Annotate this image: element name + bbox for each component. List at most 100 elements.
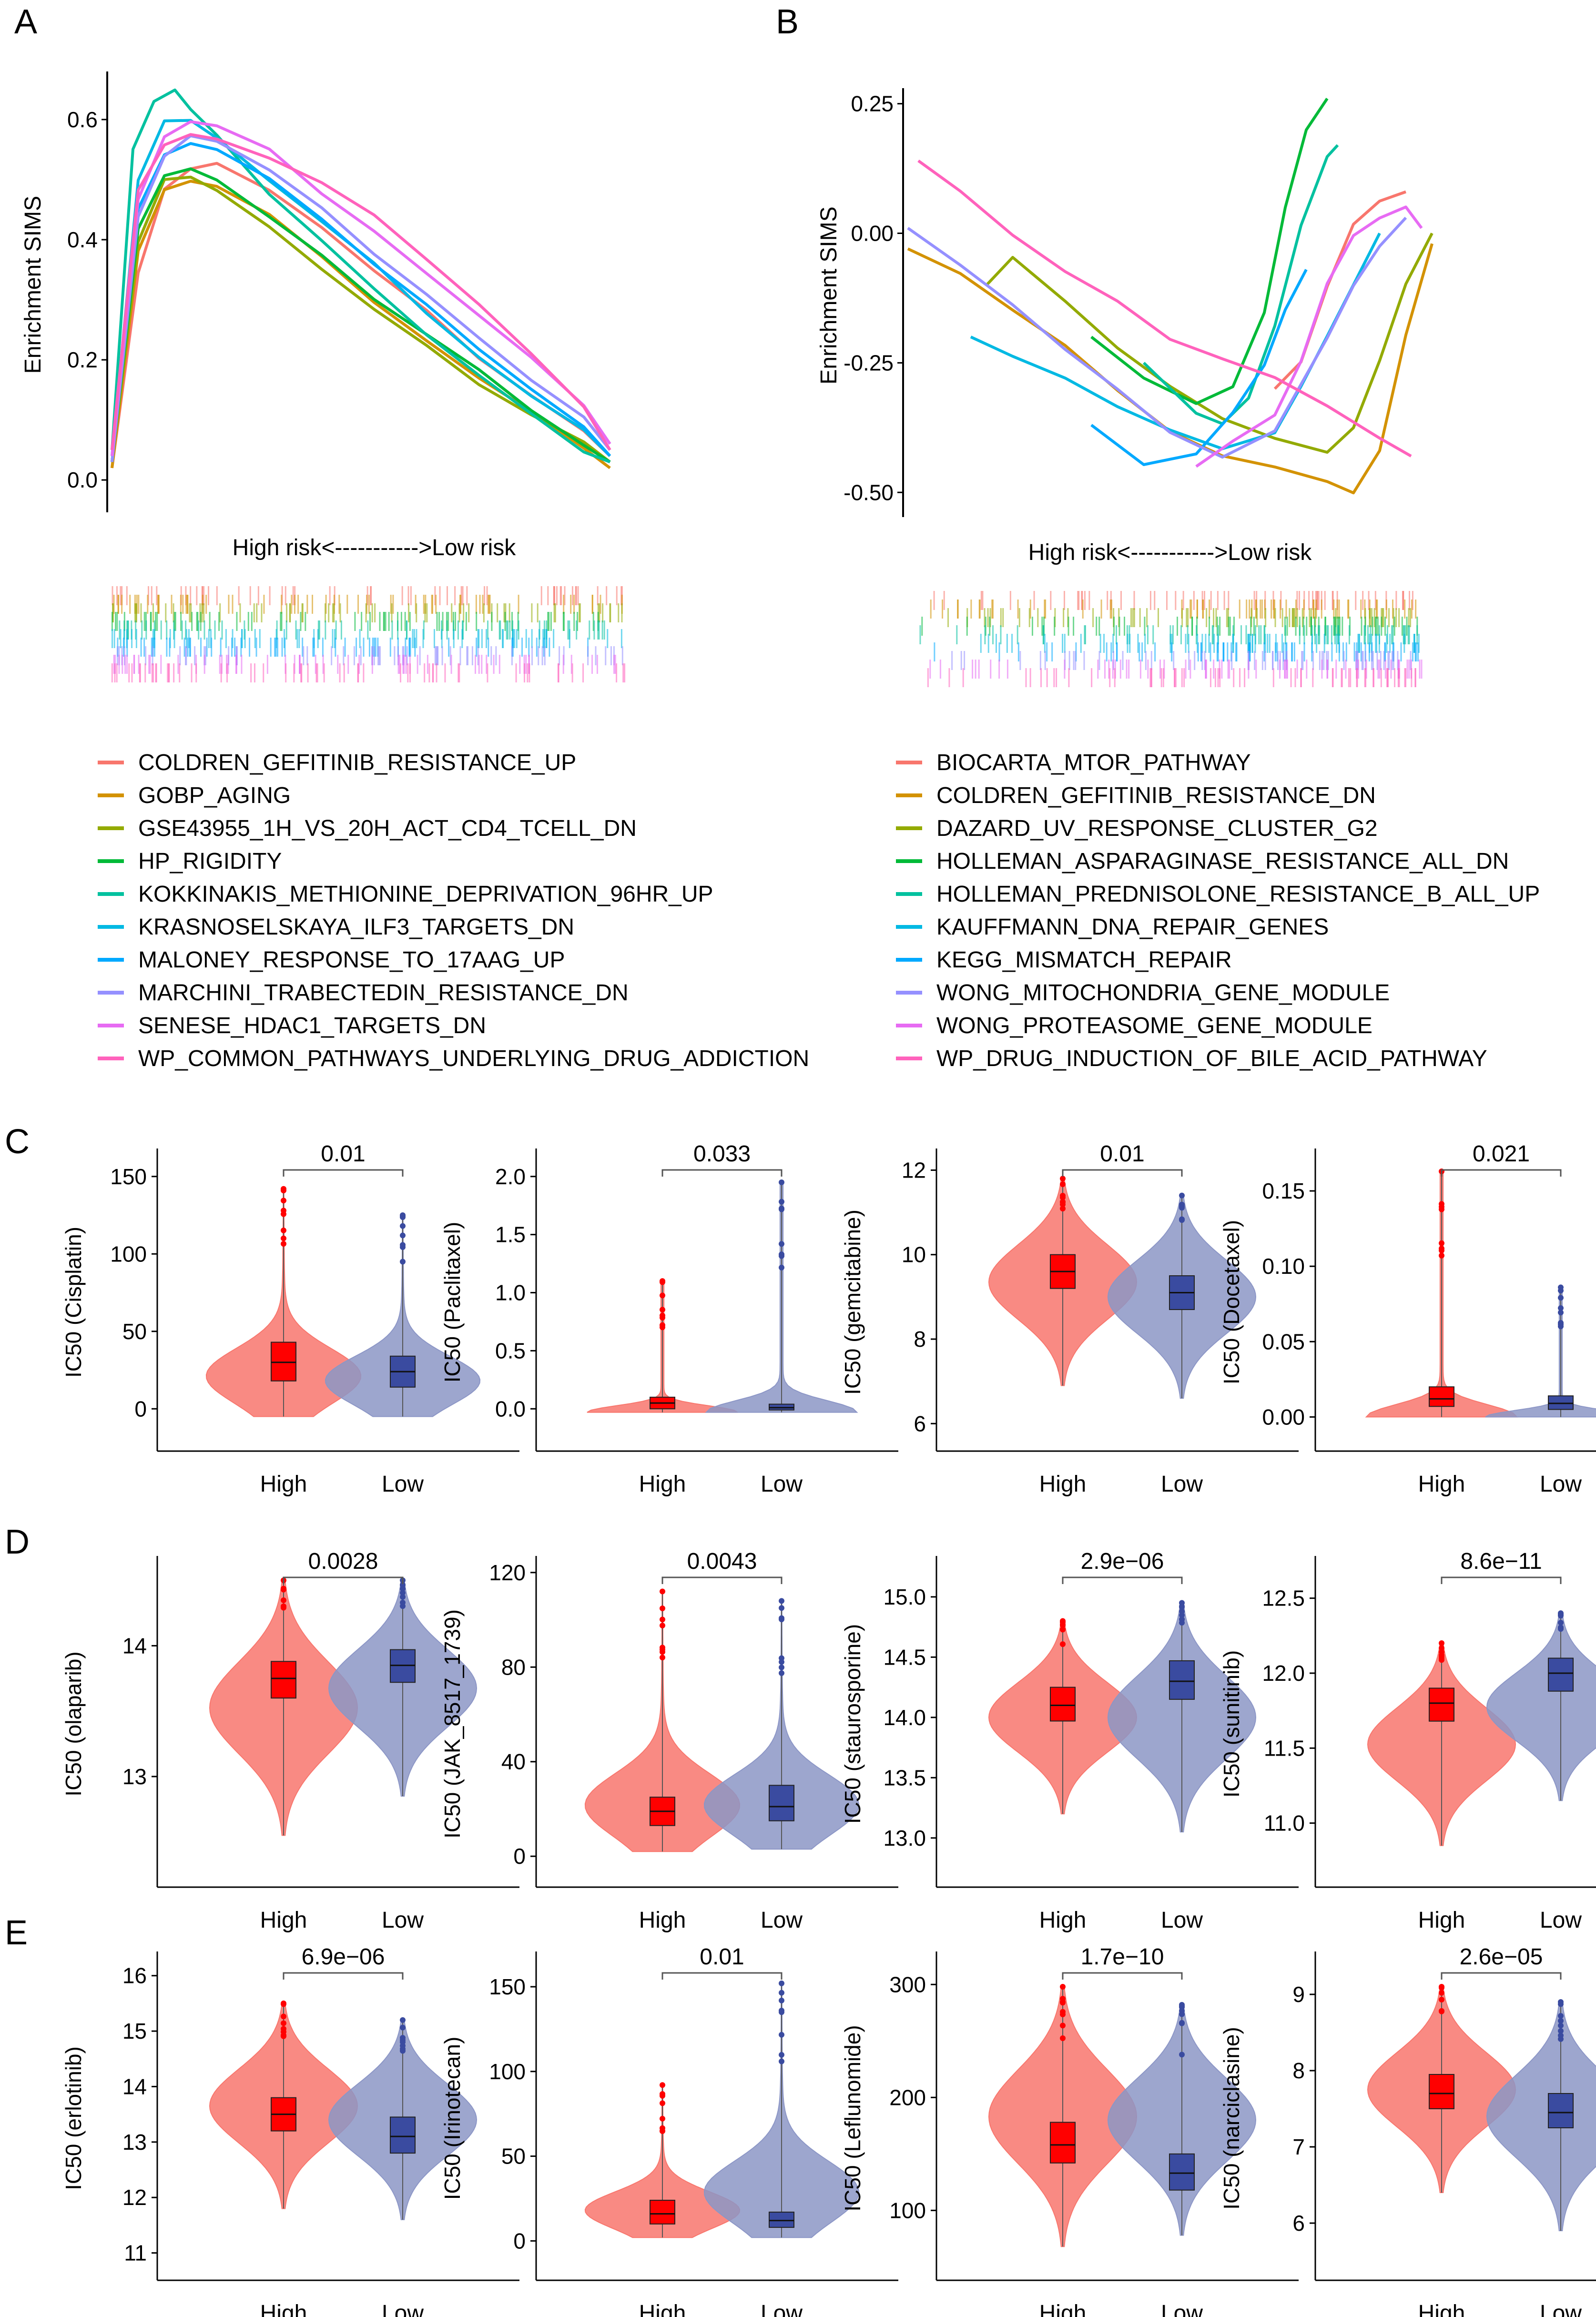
outlier-point [779, 1616, 784, 1623]
violin-panel: 0 40 80 120 IC50 (JAK_8517_1739) High Low 0.004… [440, 1549, 898, 1933]
box [1169, 2153, 1195, 2191]
y-tick-label: 13.5 [883, 1765, 926, 1790]
significance-bracket [283, 1169, 404, 1177]
outlier-point [779, 1179, 784, 1185]
outlier-point [660, 1292, 665, 1299]
outlier-point [779, 1264, 784, 1270]
p-value-label: 8.6e−11 [1460, 1549, 1542, 1574]
y-tick-label: 7 [1292, 2134, 1305, 2159]
outlier-point [1558, 1321, 1564, 1328]
y-tick-label: 8 [914, 1327, 926, 1352]
enrichment-line [111, 162, 611, 468]
outlier-point [779, 2032, 784, 2038]
outlier-point [1060, 1181, 1066, 1188]
outlier-point [1439, 1645, 1444, 1651]
enrichment-line [111, 180, 611, 469]
p-value-label: 0.01 [321, 1141, 365, 1167]
outlier-point [660, 1307, 665, 1313]
p-value-label: 6.9e−06 [302, 1944, 385, 1970]
panel-letter-B: B [776, 3, 799, 41]
outlier-point [660, 2082, 665, 2088]
y-tick-label: 120 [489, 1560, 526, 1585]
y-tick-label: 2.0 [495, 1164, 526, 1189]
outlier-point [1439, 1655, 1444, 1661]
outlier-point [400, 1582, 406, 1588]
x-tick-label: Low [761, 2301, 803, 2317]
y-tick-label: 9 [1292, 1982, 1305, 2007]
x-tick-label: High [260, 1472, 307, 1497]
outlier-point [1439, 1252, 1444, 1259]
y-tick-label: 300 [889, 1972, 926, 1997]
outlier-point [281, 1227, 286, 1233]
y-tick-label: 0.0 [67, 467, 98, 492]
outlier-point [1060, 1199, 1066, 1205]
enrichment-line [1090, 98, 1329, 405]
outlier-point [779, 1253, 784, 1259]
box [1548, 1657, 1574, 1692]
enrichment-line [1142, 144, 1339, 426]
y-tick-label: 1.0 [495, 1280, 526, 1305]
significance-bracket [1062, 1972, 1183, 1980]
violin-shape [1486, 1613, 1596, 1801]
gsea-panel-B: -0.50 -0.25 0.00 0.25 Enrichment SIMS High ri… [816, 88, 1540, 1071]
y-axis-label: IC50 (olaparib) [61, 1651, 86, 1796]
x-tick-label: Low [761, 1908, 803, 1933]
outlier-point [1439, 1201, 1444, 1207]
y-tick-label: 0.10 [1262, 1254, 1305, 1279]
significance-bracket [1441, 1576, 1562, 1584]
violin-panel: 0.0 0.5 1.0 1.5 2.0 IC50 (Paclitaxel) High Low 0… [440, 1141, 898, 1497]
box [1050, 2122, 1076, 2164]
y-tick-label: 0.2 [67, 347, 98, 372]
p-value-label: 0.0043 [687, 1549, 757, 1574]
significance-bracket [1062, 1169, 1183, 1177]
outlier-point [281, 2033, 286, 2039]
x-tick-label: Low [382, 2301, 424, 2317]
outlier-point [1179, 1612, 1185, 1618]
outlier-point [1060, 2009, 1066, 2015]
outlier-point [1179, 1600, 1185, 1606]
outlier-point [660, 2115, 665, 2122]
x-tick-label: High [1039, 1472, 1087, 1497]
outlier-point [400, 1590, 406, 1596]
outlier-point [1558, 2036, 1564, 2042]
legend-label: BIOCARTA_MTOR_PATHWAY [936, 750, 1251, 775]
enrichment-line [917, 159, 1412, 457]
outlier-point [281, 1586, 286, 1593]
outlier-point [1439, 2008, 1444, 2014]
legend-label: SENESE_HDAC1_TARGETS_DN [138, 1013, 486, 1038]
box [1429, 1386, 1454, 1407]
legend-label: HP_RIGIDITY [138, 849, 282, 874]
outlier-point [779, 2052, 784, 2058]
outlier-point [281, 1241, 286, 1247]
legend-label: WONG_MITOCHONDRIA_GENE_MODULE [936, 980, 1390, 1006]
y-tick-label: 0.00 [851, 221, 894, 246]
outlier-point [1179, 1204, 1185, 1210]
y-tick-label: 50 [501, 2144, 526, 2169]
outlier-point [1179, 2008, 1185, 2014]
outlier-point [281, 1186, 286, 1192]
outlier-point [779, 1655, 784, 1661]
outlier-point [779, 1205, 784, 1211]
y-tick-label: 0 [134, 1396, 147, 1421]
legend-label: KAUFFMANN_DNA_REPAIR_GENES [936, 915, 1329, 940]
outlier-point [660, 1623, 665, 1629]
legend-label: MALONEY_RESPONSE_TO_17AAG_UP [138, 947, 565, 973]
p-value-label: 0.01 [1100, 1141, 1144, 1167]
y-tick-label: 11.0 [1264, 1811, 1305, 1836]
outlier-point [660, 1655, 665, 1661]
outlier-point [779, 1605, 784, 1611]
violin-panel: 11 12 13 14 15 16 IC50 (erlotinib) High Low 6.9e−… [61, 1944, 519, 2317]
hit-ticks [919, 591, 1423, 687]
p-value-label: 0.0028 [308, 1549, 378, 1574]
legend-label: KEGG_MISMATCH_REPAIR [936, 947, 1232, 973]
legend-label: WP_DRUG_INDUCTION_OF_BILE_ACID_PATHWAY [936, 1046, 1487, 1071]
x-axis-label: High risk<----------->Low risk [1028, 540, 1312, 565]
outlier-point [660, 1314, 665, 1321]
enrichment-line [985, 233, 1433, 454]
violin-shape [1485, 1287, 1596, 1418]
y-tick-label: 150 [489, 1974, 526, 1999]
y-tick-label: 0.15 [1262, 1179, 1305, 1203]
box [1548, 1395, 1574, 1410]
violin-panel: 0 50 100 150 IC50 (Irinotecan) High Low 0.01 [440, 1944, 898, 2317]
